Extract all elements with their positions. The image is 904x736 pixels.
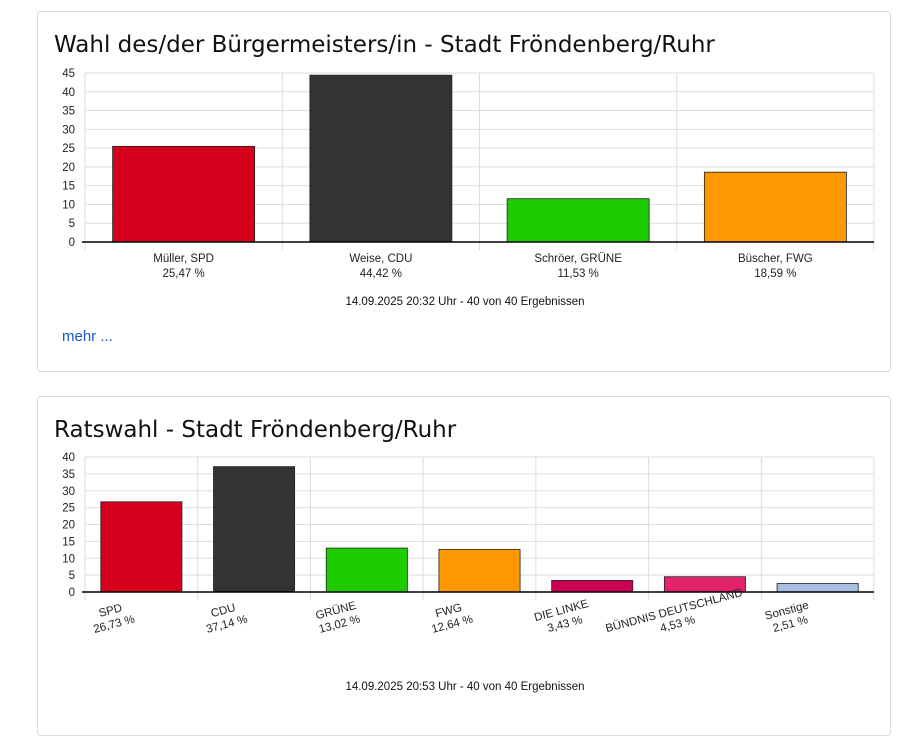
y-tick-label: 0 bbox=[69, 237, 75, 249]
y-tick-label: 15 bbox=[62, 181, 75, 193]
more-link[interactable]: mehr ... bbox=[62, 328, 113, 345]
value-label: 11,53 % bbox=[557, 268, 598, 280]
bar bbox=[309, 74, 453, 243]
bar bbox=[112, 145, 256, 243]
y-tick-label: 40 bbox=[62, 87, 75, 99]
y-tick-label: 20 bbox=[62, 520, 75, 532]
council-election-card: Ratswahl - Stadt Fröndenberg/Ruhr 0 5 10 15… bbox=[37, 396, 891, 736]
bar bbox=[506, 198, 650, 243]
value-label: 25,47 % bbox=[163, 268, 205, 280]
mayor-election-chart: 0 5 10 15 20 25 30 35 40 45 Müller, SPD 25,47 % Weis… bbox=[62, 68, 875, 280]
category-label: Büscher, FWG bbox=[738, 253, 813, 265]
bar bbox=[776, 583, 859, 593]
category-label: Weise, CDU bbox=[349, 253, 412, 265]
bar bbox=[438, 548, 521, 593]
y-tick-label: 5 bbox=[69, 570, 75, 582]
mayor-election-card: Wahl des/der Bürgermeisters/in - Stadt F… bbox=[37, 11, 891, 372]
y-tick-label: 15 bbox=[62, 536, 75, 548]
y-tick-label: 45 bbox=[62, 68, 75, 80]
y-tick-label: 20 bbox=[62, 162, 75, 174]
panel-title: Ratswahl - Stadt Fröndenberg/Ruhr bbox=[54, 417, 457, 443]
value-label: 18,59 % bbox=[754, 268, 796, 280]
results-timestamp: 14.09.2025 20:53 Uhr - 40 von 40 Ergebni… bbox=[345, 681, 585, 693]
y-tick-label: 30 bbox=[62, 124, 75, 136]
bar bbox=[551, 580, 634, 593]
category-label: SPD bbox=[98, 602, 124, 620]
y-tick-label: 5 bbox=[69, 218, 75, 230]
bar bbox=[325, 547, 408, 593]
y-tick-label: 35 bbox=[62, 106, 75, 118]
y-tick-label: 25 bbox=[62, 143, 75, 155]
bar bbox=[213, 466, 296, 593]
y-tick-label: 25 bbox=[62, 503, 75, 515]
y-tick-label: 35 bbox=[62, 469, 75, 481]
bar bbox=[703, 171, 847, 243]
y-tick-label: 10 bbox=[62, 553, 75, 565]
value-label: 44,42 % bbox=[360, 268, 402, 280]
category-label: Müller, SPD bbox=[153, 253, 214, 265]
y-tick-label: 30 bbox=[62, 486, 75, 498]
results-timestamp: 14.09.2025 20:32 Uhr - 40 von 40 Ergebni… bbox=[345, 296, 585, 308]
y-tick-label: 0 bbox=[69, 587, 75, 599]
y-tick-label: 10 bbox=[62, 199, 75, 211]
y-tick-label: 40 bbox=[62, 452, 75, 464]
category-label: Schröer, GRÜNE bbox=[534, 253, 622, 265]
panel-title: Wahl des/der Bürgermeisters/in - Stadt F… bbox=[54, 32, 715, 58]
bar bbox=[100, 501, 183, 593]
